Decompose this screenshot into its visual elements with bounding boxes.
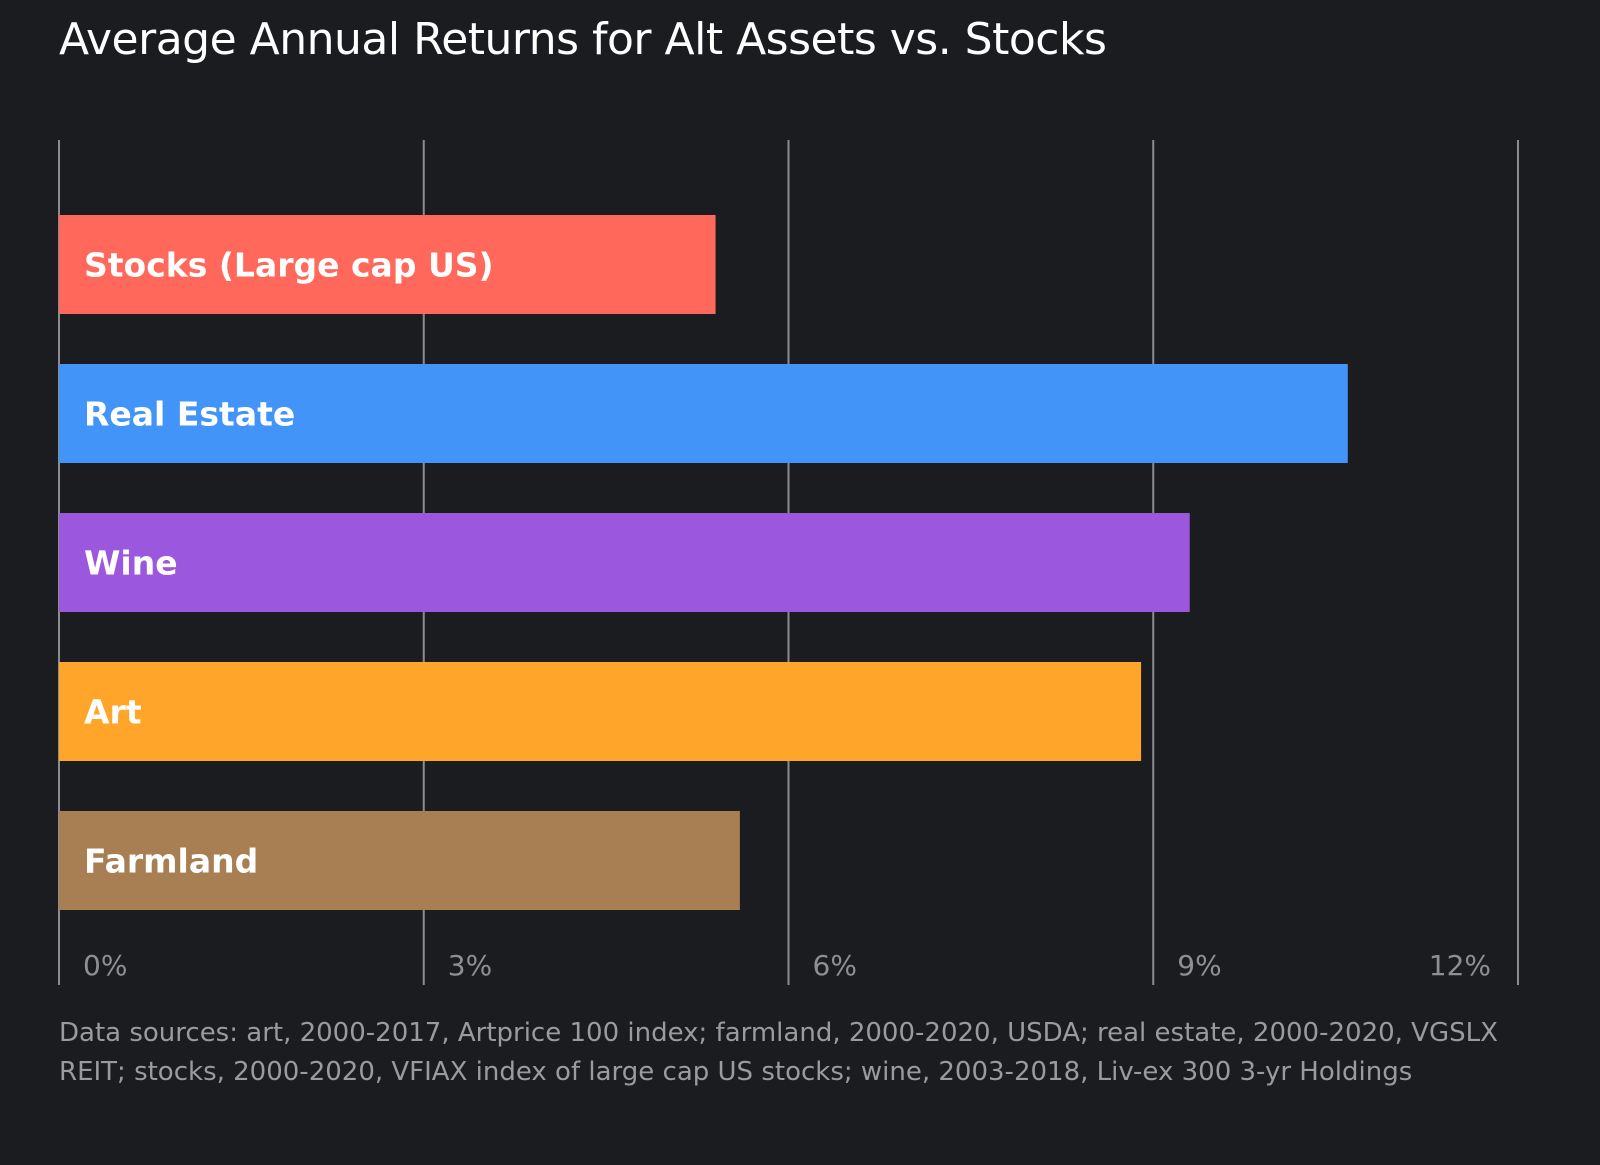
bar-labels: Stocks (Large cap US) Real Estate Wine Art F… <box>84 246 494 881</box>
x-tick-label: 12% <box>1429 949 1491 982</box>
x-tick-label: 6% <box>813 949 857 982</box>
bar-chart: Stocks (Large cap US) Real Estate Wine Art F… <box>58 140 1519 985</box>
chart-title: Average Annual Returns for Alt Assets vs… <box>59 14 1107 65</box>
bar-label: Wine <box>84 544 178 583</box>
x-tick-label: 3% <box>448 949 492 982</box>
bar <box>59 811 740 910</box>
data-sources-footnote: Data sources: art, 2000-2017, Artprice 1… <box>59 1018 1498 1087</box>
bars <box>59 215 1348 910</box>
bar-label: Farmland <box>84 842 258 881</box>
x-tick-label: 9% <box>1177 949 1221 982</box>
bar-label: Art <box>84 693 142 732</box>
bar <box>59 513 1190 612</box>
x-tick-label: 0% <box>83 949 127 982</box>
bar <box>59 364 1348 463</box>
bar-label: Stocks (Large cap US) <box>84 246 494 285</box>
x-axis-ticks: 0% 3% 6% 9% 12% <box>83 949 1491 982</box>
bar-label: Real Estate <box>84 395 295 434</box>
bar <box>59 662 1142 761</box>
bar <box>59 215 716 314</box>
